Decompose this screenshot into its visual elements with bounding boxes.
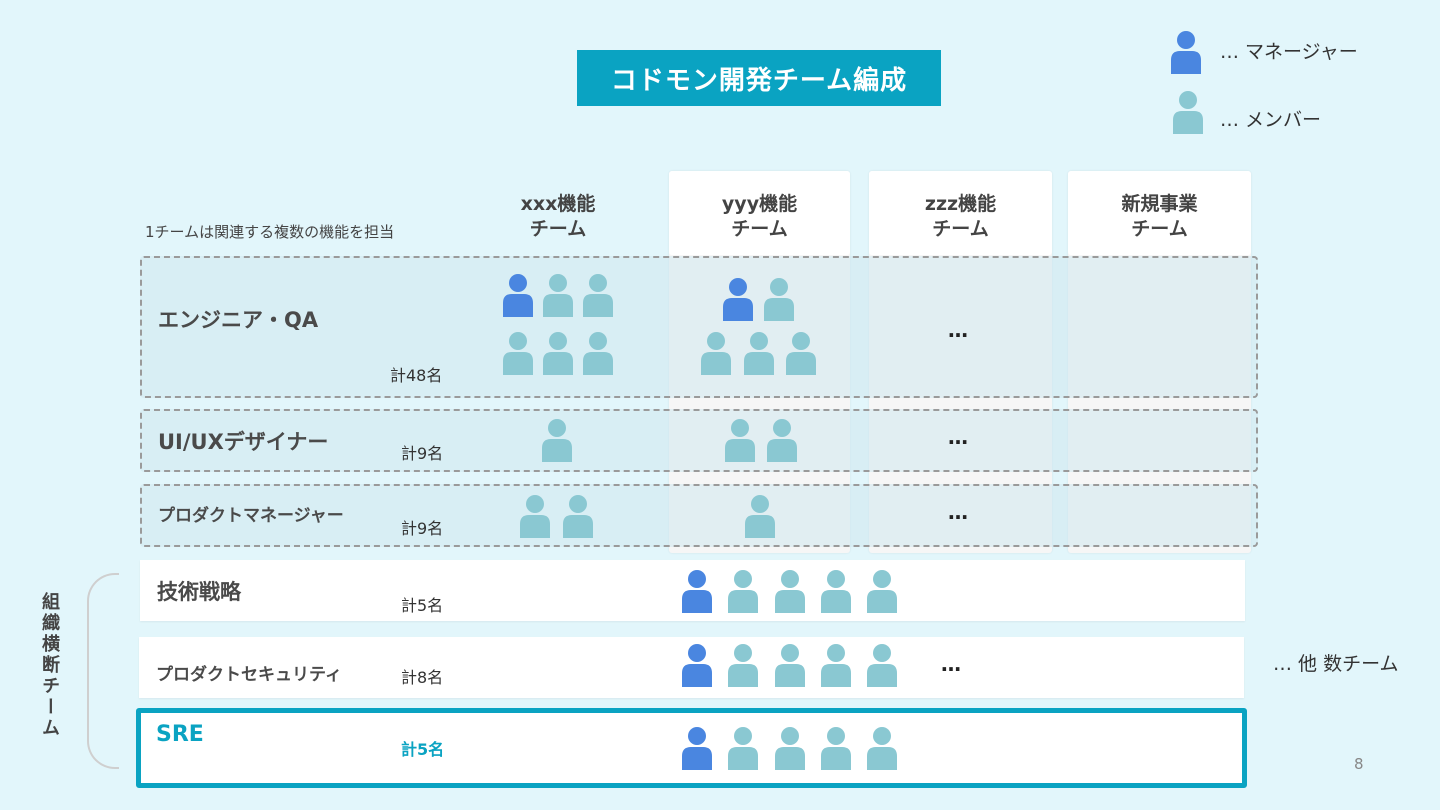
member-person-icon: [503, 332, 533, 375]
member-person-icon: [821, 570, 851, 613]
ellipsis-product-security: …: [941, 652, 962, 676]
member-person-icon: [775, 570, 805, 613]
ellipsis-uiux: …: [948, 425, 969, 449]
row-label-engineer-qa: エンジニア・QA: [158, 308, 319, 332]
count-tech-strategy: 計5名: [401, 596, 444, 615]
page-number: 8: [1354, 755, 1364, 773]
column-header-zzz: zzz機能 チーム: [924, 193, 997, 240]
member-person-icon: [786, 332, 816, 375]
row-pm: [140, 484, 1258, 547]
row-label-uiux: UI/UXデザイナー: [158, 430, 329, 454]
manager-person-icon: [682, 644, 712, 687]
count-sre: 計5名: [401, 740, 445, 759]
manager-person-icon: [682, 727, 712, 770]
member-person-icon: [728, 570, 758, 613]
team-note: 1チームは関連する複数の機能を担当: [145, 223, 395, 241]
member-person-icon: [728, 644, 758, 687]
count-product-security: 計8名: [401, 668, 444, 687]
manager-person-icon: [723, 278, 753, 321]
member-person-icon: [821, 644, 851, 687]
member-person-icon: [543, 332, 573, 375]
row-label-product-security: プロダクトセキュリティ: [156, 665, 342, 685]
member-person-icon: [583, 274, 613, 317]
row-label-tech-strategy: 技術戦略: [157, 580, 241, 604]
row-engineer-qa: [140, 256, 1258, 398]
member-person-icon: [583, 332, 613, 375]
member-person-icon: [764, 278, 794, 321]
member-person-icon: [867, 644, 897, 687]
member-person-icon: [821, 727, 851, 770]
count-engineer-qa: 計48名: [390, 366, 443, 385]
legend-member: … メンバー: [1220, 109, 1322, 131]
column-header-yyy: yyy機能 チーム: [721, 193, 798, 240]
row-label-sre: SRE: [156, 722, 204, 747]
member-person-icon: [744, 332, 774, 375]
ellipsis-engineer-qa: …: [948, 318, 969, 342]
member-person-icon: [728, 727, 758, 770]
member-person-icon: [745, 495, 775, 538]
page-title: コドモン開発チーム編成: [577, 50, 941, 106]
column-header-bg-zzz: [869, 171, 1052, 255]
count-pm: 計9名: [401, 519, 444, 538]
member-person-icon: [867, 570, 897, 613]
ellipsis-pm: …: [948, 500, 969, 524]
column-header-xxx: xxx機能 チーム: [520, 193, 596, 240]
member-person-icon: [725, 419, 755, 462]
member-person-icon: [775, 644, 805, 687]
manager-icon: [1171, 31, 1201, 74]
member-person-icon: [767, 419, 797, 462]
column-header-bg-yyy: [669, 171, 850, 255]
legend-manager: … マネージャー: [1220, 41, 1358, 63]
member-person-icon: [520, 495, 550, 538]
cross-team-label: 組織横断チーム: [39, 592, 60, 739]
count-uiux: 計9名: [401, 444, 444, 463]
row-sre: [136, 708, 1247, 788]
column-header-bg-new: [1068, 171, 1251, 255]
manager-person-icon: [682, 570, 712, 613]
member-person-icon: [867, 727, 897, 770]
other-teams-note: … 他 数チーム: [1273, 653, 1399, 675]
member-person-icon: [542, 419, 572, 462]
column-header-new: 新規事業 チーム: [1121, 193, 1198, 240]
member-person-icon: [563, 495, 593, 538]
member-person-icon: [543, 274, 573, 317]
cross-team-bracket: [87, 573, 119, 769]
member-person-icon: [775, 727, 805, 770]
member-icon: [1173, 91, 1203, 134]
row-label-pm: プロダクトマネージャー: [158, 506, 344, 526]
row-uiux: [140, 409, 1258, 472]
member-person-icon: [701, 332, 731, 375]
manager-person-icon: [503, 274, 533, 317]
